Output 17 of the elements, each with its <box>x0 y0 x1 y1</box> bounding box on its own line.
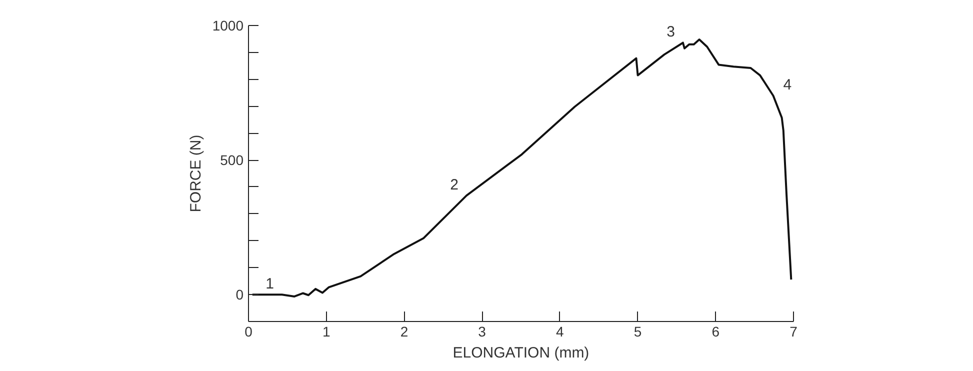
x-tick-label: 6 <box>712 324 720 340</box>
y-axis-title: FORCE (N) <box>187 134 204 212</box>
x-tick-label: 5 <box>634 324 642 340</box>
x-axis-title: ELONGATION (mm) <box>452 344 590 362</box>
x-tick-label: 7 <box>790 324 798 340</box>
y-tick-label: 1000 <box>212 18 244 34</box>
annotation: 2 <box>450 176 458 194</box>
x-tick-label: 1 <box>322 324 330 340</box>
annotation: 3 <box>666 24 675 41</box>
x-tick-label: 2 <box>400 324 408 340</box>
y-tick-label: 0 <box>236 286 244 303</box>
annotation: 4 <box>783 76 792 94</box>
x-tick-label: 3 <box>478 324 486 340</box>
annotation: 1 <box>266 276 274 293</box>
x-tick-label: 4 <box>556 324 564 340</box>
y-tick-label: 500 <box>220 152 244 168</box>
line-series <box>251 38 792 298</box>
